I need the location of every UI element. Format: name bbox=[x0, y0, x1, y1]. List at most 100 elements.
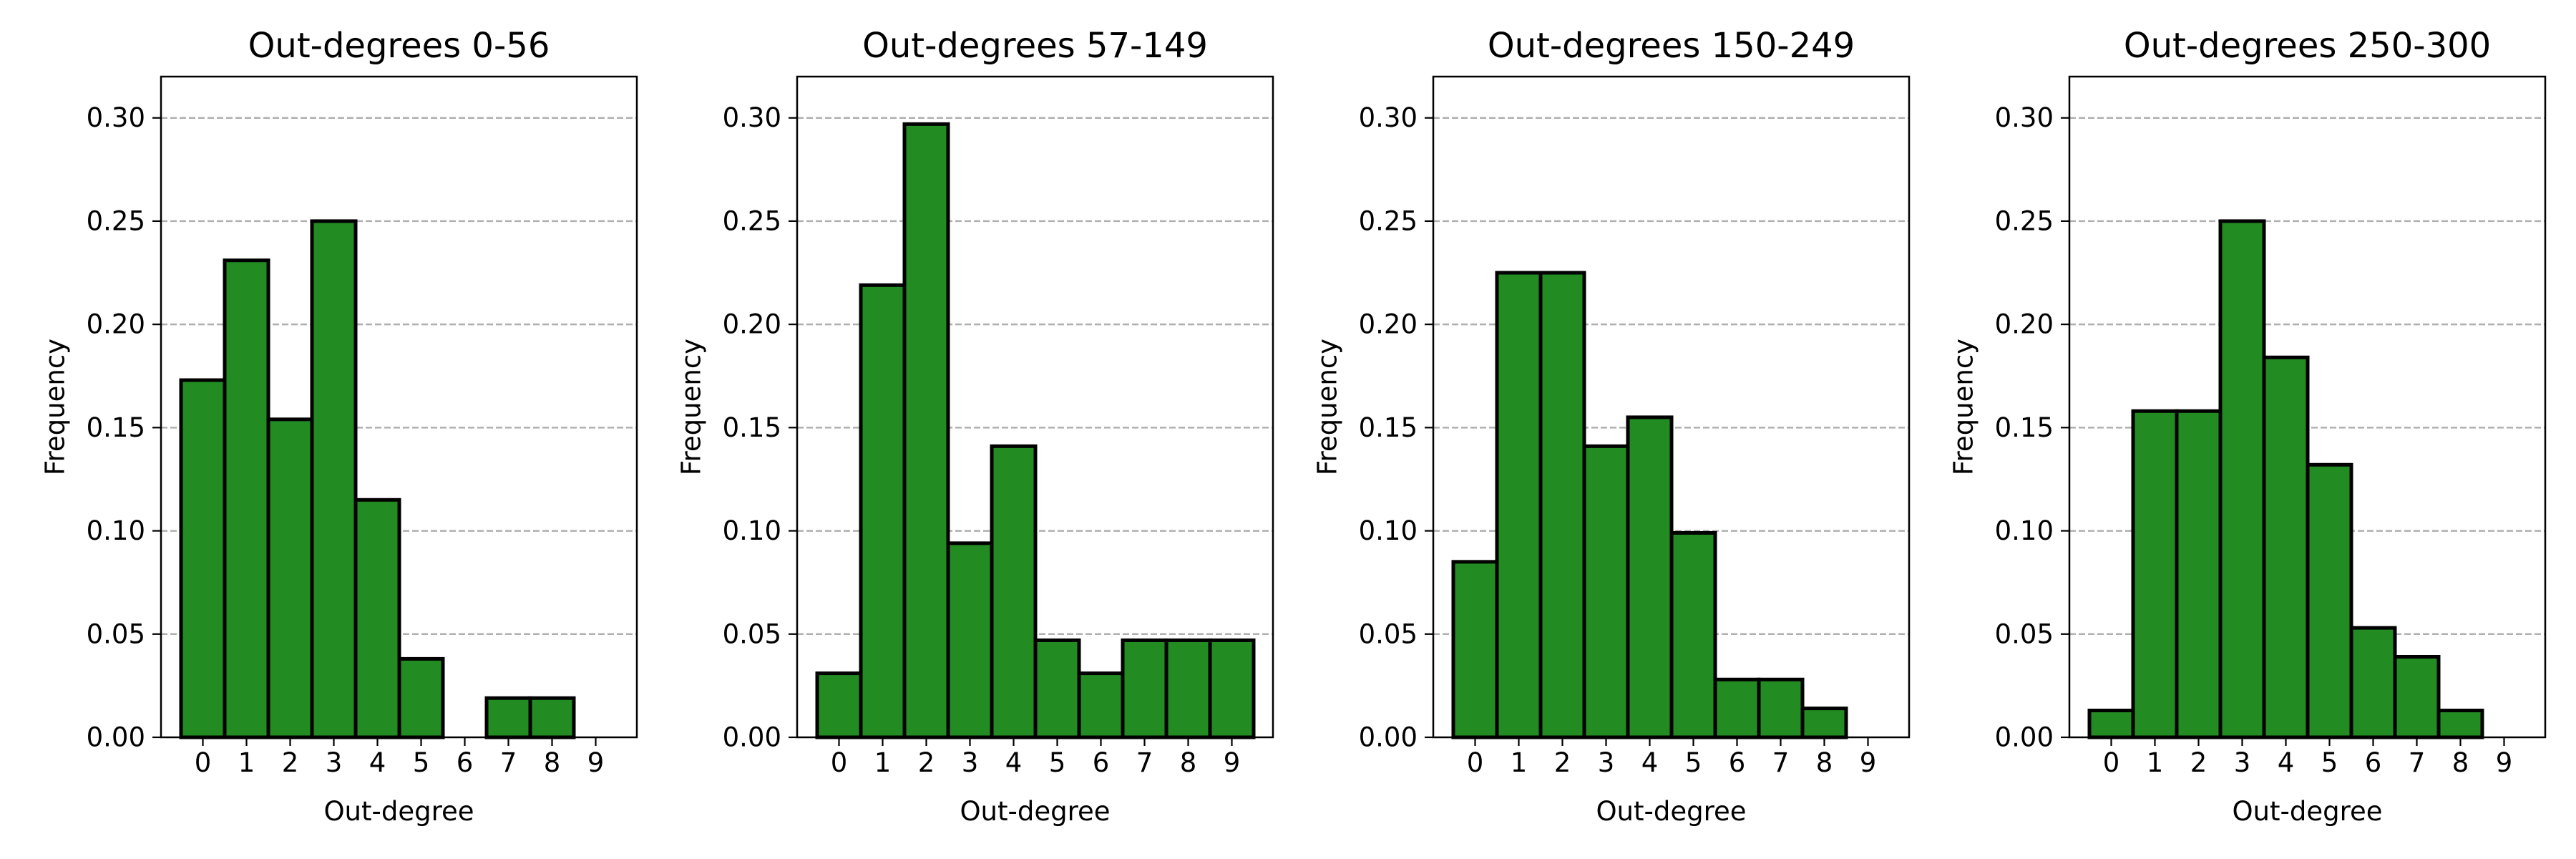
x-tick-label: 4 bbox=[369, 747, 386, 778]
y-axis-label: Frequency bbox=[676, 339, 707, 475]
bar-2 bbox=[902, 122, 950, 739]
bar-0 bbox=[1451, 560, 1499, 739]
x-axis-label: Out-degree bbox=[1596, 796, 1746, 827]
bar-0 bbox=[179, 378, 227, 739]
y-tick-label: 0.05 bbox=[87, 618, 145, 649]
chart-panel-4: 0.00 0.05 0.10 0.15 0.20 0.25 0.30 0 1 2 3 4 5 6 7 8 9 Ou… bbox=[1948, 26, 2547, 827]
axes-frame bbox=[796, 75, 1274, 739]
bar-8 bbox=[1800, 707, 1848, 739]
bar-1 bbox=[859, 283, 907, 739]
bar-8 bbox=[1164, 638, 1212, 739]
bar-1 bbox=[223, 258, 270, 739]
x-tick-label: 0 bbox=[1467, 747, 1484, 778]
y-tick-label: 0.15 bbox=[87, 412, 145, 443]
bar-1 bbox=[2131, 409, 2179, 739]
x-tick-label: 8 bbox=[1816, 747, 1833, 778]
bar-3 bbox=[1582, 444, 1630, 739]
bar-6 bbox=[2349, 626, 2397, 739]
bar-0 bbox=[2087, 709, 2135, 739]
x-tick-label: 9 bbox=[1224, 747, 1241, 778]
chart-title: Out-degrees 57-149 bbox=[862, 26, 1208, 66]
x-tick-label: 9 bbox=[587, 747, 605, 778]
axes-frame bbox=[160, 75, 638, 739]
x-tick-label: 5 bbox=[2321, 747, 2338, 778]
x-tick-label: 5 bbox=[1049, 747, 1066, 778]
bar-1 bbox=[1495, 271, 1543, 739]
y-tick-label: 0.10 bbox=[1359, 515, 1418, 546]
y-tick-label: 0.25 bbox=[1359, 205, 1418, 236]
x-axis-label: Out-degree bbox=[2232, 796, 2382, 827]
bar-7 bbox=[484, 696, 532, 739]
y-tick-label: 0.10 bbox=[87, 515, 145, 546]
x-tick-label: 1 bbox=[2147, 747, 2164, 778]
x-tick-label: 2 bbox=[282, 747, 299, 778]
bar-5 bbox=[1033, 638, 1081, 739]
x-tick-label: 0 bbox=[2103, 747, 2120, 778]
y-tick-label: 0.00 bbox=[1359, 722, 1418, 753]
y-tick-label: 0.15 bbox=[1359, 412, 1418, 443]
y-tick-label: 0.15 bbox=[723, 412, 781, 443]
bar-4 bbox=[1626, 415, 1674, 739]
chart-panel-3: 0.00 0.05 0.10 0.15 0.20 0.25 0.30 0 1 2 3 4 5 6 7 8 9 Ou… bbox=[1312, 26, 1911, 827]
y-tick-label: 0.25 bbox=[1995, 205, 2054, 236]
bar-5 bbox=[1669, 530, 1717, 739]
bar-3 bbox=[310, 219, 358, 739]
y-axis-label: Frequency bbox=[1948, 339, 1979, 475]
y-tick-label: 0.10 bbox=[1995, 515, 2054, 546]
x-tick-label: 7 bbox=[1772, 747, 1790, 778]
x-tick-label: 1 bbox=[874, 747, 892, 778]
x-tick-label: 5 bbox=[413, 747, 430, 778]
bar-2 bbox=[266, 417, 314, 739]
x-tick-label: 0 bbox=[831, 747, 848, 778]
chart-title: Out-degrees 0-56 bbox=[248, 26, 550, 66]
x-tick-label: 4 bbox=[1641, 747, 1659, 778]
chart-panel-2: 0.00 0.05 0.10 0.15 0.20 0.25 0.30 0 1 2 3 4 5 6 7 8 9 Ou… bbox=[676, 26, 1274, 827]
bar-7 bbox=[1121, 638, 1169, 739]
bar-7 bbox=[1757, 677, 1805, 739]
x-tick-label: 8 bbox=[1180, 747, 1197, 778]
x-tick-label: 2 bbox=[918, 747, 935, 778]
bar-6 bbox=[1713, 677, 1761, 739]
x-tick-label: 6 bbox=[457, 747, 474, 778]
y-tick-label: 0.00 bbox=[87, 722, 145, 753]
y-tick-label: 0.20 bbox=[723, 309, 781, 340]
bar-4 bbox=[990, 444, 1038, 739]
bar-4 bbox=[2262, 355, 2310, 739]
y-tick-label: 0.25 bbox=[723, 205, 781, 236]
y-tick-label: 0.20 bbox=[1359, 309, 1418, 340]
x-tick-label: 4 bbox=[1005, 747, 1023, 778]
bar-4 bbox=[353, 498, 401, 739]
y-tick-label: 0.30 bbox=[1359, 102, 1418, 133]
x-axis-label: Out-degree bbox=[960, 796, 1110, 827]
chart-panel-1: 0.00 0.05 0.10 0.15 0.20 0.25 0.30 0 1 2 3 4 5 6 7 8 9 Ou… bbox=[40, 26, 638, 827]
y-tick-label: 0.25 bbox=[87, 205, 145, 236]
x-tick-label: 3 bbox=[2234, 747, 2251, 778]
y-tick-label: 0.20 bbox=[87, 309, 145, 340]
x-tick-label: 3 bbox=[1598, 747, 1615, 778]
x-tick-label: 9 bbox=[1860, 747, 1877, 778]
y-axis-label: Frequency bbox=[1312, 339, 1343, 475]
bar-9 bbox=[1208, 638, 1256, 739]
bar-8 bbox=[528, 696, 576, 739]
x-tick-label: 3 bbox=[962, 747, 979, 778]
x-tick-label: 8 bbox=[544, 747, 561, 778]
x-axis-label: Out-degree bbox=[323, 796, 474, 827]
bar-0 bbox=[815, 671, 863, 739]
bar-3 bbox=[946, 541, 994, 739]
bar-2 bbox=[2175, 409, 2223, 739]
bar-2 bbox=[1538, 271, 1586, 739]
bar-5 bbox=[397, 656, 445, 739]
x-tick-label: 6 bbox=[2365, 747, 2382, 778]
y-tick-label: 0.30 bbox=[1995, 102, 2054, 133]
y-tick-label: 0.30 bbox=[723, 102, 781, 133]
axes-frame bbox=[1432, 75, 1911, 739]
x-tick-label: 8 bbox=[2452, 747, 2469, 778]
x-tick-label: 0 bbox=[195, 747, 212, 778]
x-tick-label: 6 bbox=[1093, 747, 1110, 778]
x-tick-label: 6 bbox=[1729, 747, 1746, 778]
y-axis-label: Frequency bbox=[40, 339, 71, 475]
y-tick-label: 0.05 bbox=[1995, 618, 2054, 649]
x-tick-label: 2 bbox=[1554, 747, 1571, 778]
x-tick-label: 7 bbox=[1136, 747, 1153, 778]
